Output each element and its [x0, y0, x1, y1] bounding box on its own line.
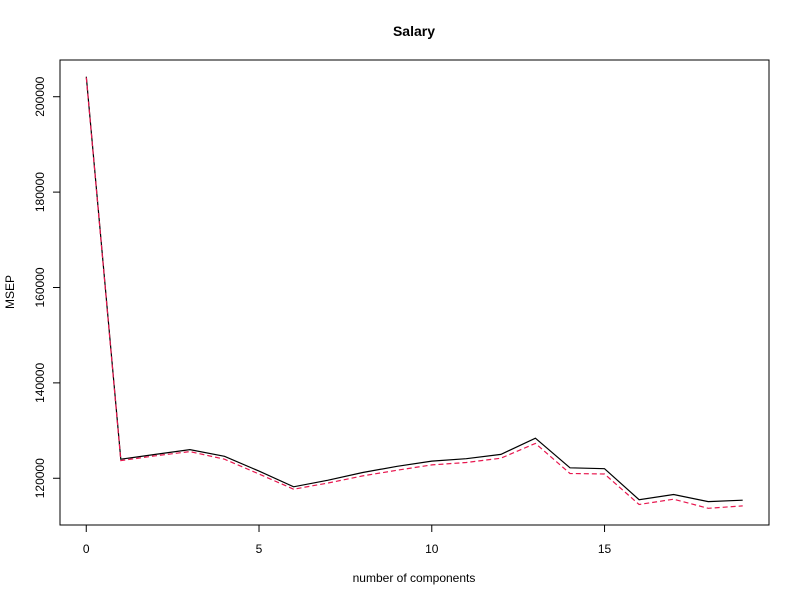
y-axis: 120000 140000 160000 180000 200000: [33, 76, 61, 498]
x-axis: 0 5 10 15: [83, 524, 612, 556]
y-tick-label: 180000: [33, 172, 47, 212]
x-axis-label: number of components: [353, 571, 476, 585]
y-axis-label: MSEP: [3, 275, 17, 309]
series-line-2: [85, 77, 743, 509]
y-tick-label: 120000: [33, 458, 47, 498]
x-tick-label: 0: [83, 542, 90, 556]
y-tick-label: 160000: [33, 267, 47, 307]
series-line-1: [85, 76, 743, 503]
x-tick-label: 5: [256, 542, 263, 556]
chart-title: Salary: [393, 23, 435, 39]
x-tick-label: 15: [598, 542, 612, 556]
y-tick-label: 200000: [33, 76, 47, 116]
x-tick-label: 10: [425, 542, 439, 556]
y-tick-label: 140000: [33, 363, 47, 403]
series-layer: [85, 76, 743, 509]
plot-box: [59, 59, 770, 526]
